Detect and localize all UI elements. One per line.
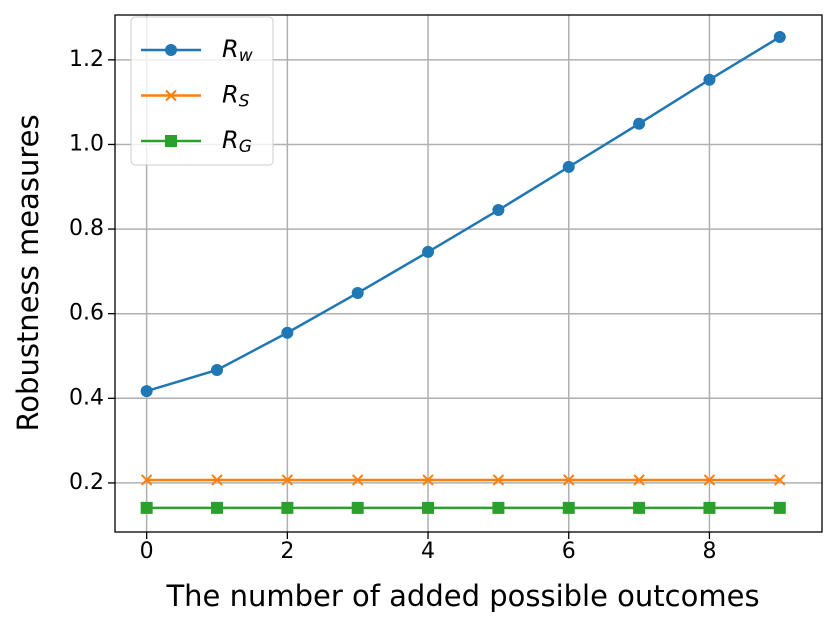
point [492,204,505,217]
point [281,474,294,486]
legend-marker [165,89,177,102]
legend-label: RG [222,126,252,157]
plot-frame [114,14,823,533]
point [211,363,224,376]
x-axis-label: The number of added possible outcomes [165,579,759,613]
point [703,73,716,86]
point [492,474,505,486]
point [773,501,786,514]
y-tick-label: 1.0 [69,131,104,156]
point [422,501,435,514]
point [563,474,575,486]
point [422,245,435,258]
point [281,501,294,514]
line [146,35,781,393]
legend-box [130,16,274,166]
legend: Rw RS RG [130,16,274,166]
y-axis-label: Robustness measures [11,114,45,431]
x-tick-label: 4 [421,539,435,564]
point [140,385,153,398]
point [562,501,575,514]
point [211,501,224,514]
x-tick-label: 8 [702,539,716,564]
point [562,160,575,173]
legend-marker [165,44,177,56]
x-tick-label: 2 [280,539,294,564]
y-tick-label: 0.4 [69,385,104,410]
y-tick-label: 0.2 [69,470,104,495]
point [140,474,153,486]
point [211,474,223,486]
point [633,501,646,514]
point [703,501,716,514]
x-tick-label: 6 [562,539,576,564]
point [140,501,153,514]
point [773,31,786,43]
y-tick-label: 0.8 [69,216,104,241]
y-tick-label: 1.2 [69,47,104,72]
point [422,474,434,486]
point [351,474,364,486]
legend-label: RS [222,81,250,112]
point [774,474,786,486]
point [281,326,294,339]
point [351,286,364,299]
y-tick-label: 0.6 [69,301,104,326]
point [492,501,505,514]
point [703,474,716,486]
x-tick-label: 0 [140,539,154,564]
point [351,501,364,514]
point [633,117,646,130]
point [633,474,645,486]
legend-label: Rw [222,35,253,66]
legend-marker [165,135,177,147]
